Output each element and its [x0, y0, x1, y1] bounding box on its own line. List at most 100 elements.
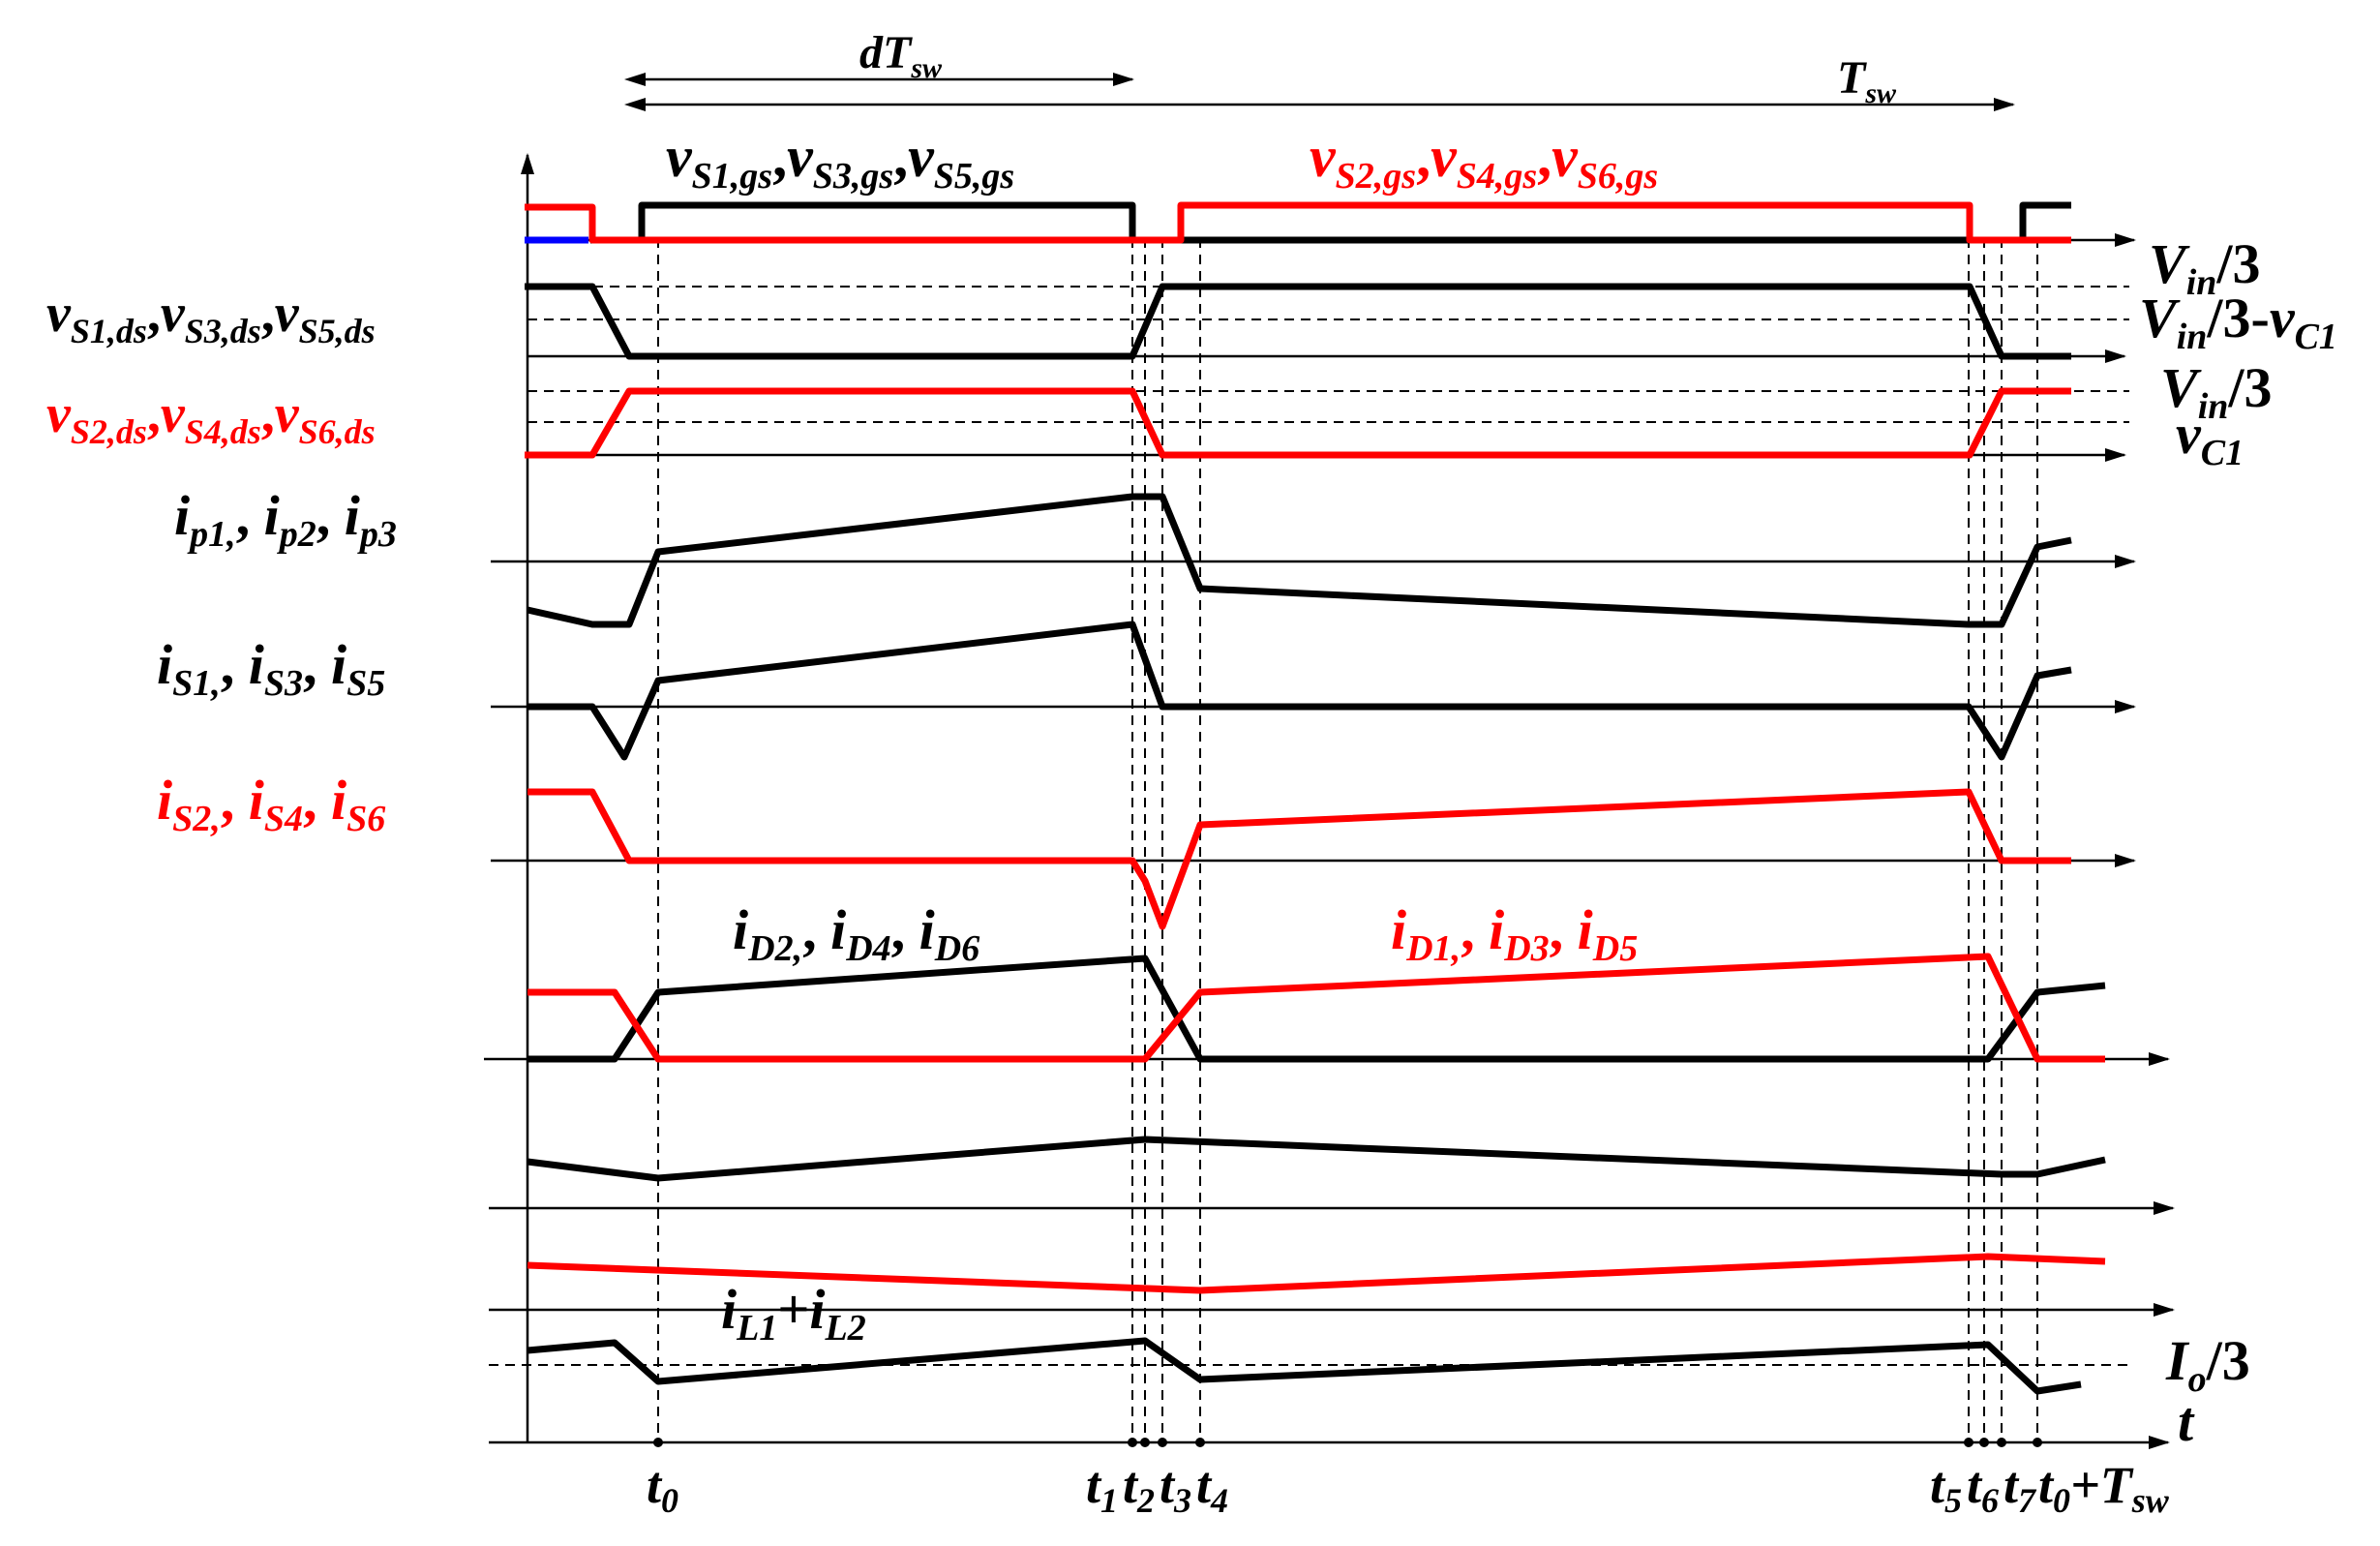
gate-even-2-v: v: [1552, 125, 1579, 189]
t1-label: t1: [1086, 1456, 1118, 1520]
id-even-0-s: D2,: [747, 928, 802, 969]
wave-is-even: [527, 788, 2071, 930]
is-even-label: iS2,, iS4, iS6: [157, 769, 385, 839]
vds-odd-1-v: v: [161, 284, 186, 344]
t7-label: t7: [2003, 1456, 2037, 1520]
vds-odd-0-s: S1,ds: [71, 312, 147, 350]
ip-2-s: p3: [357, 514, 397, 555]
vds-even-0-s: S2,ds: [71, 412, 147, 451]
wave-vgs-odd: [590, 201, 2071, 244]
wave-ip: [527, 493, 2072, 628]
vds-even-1-sep: ,: [261, 384, 275, 444]
dtsw-label: dTsw: [859, 27, 943, 84]
time-labels: t0 t1 t2 t3 t4 t5 t6 t7 t0+Tsw: [647, 1456, 2170, 1520]
id-odd-1-v: i: [1489, 898, 1504, 961]
gate-even-0-sep: ,: [1416, 125, 1431, 189]
ip-0-sep: ,: [236, 484, 264, 547]
time-dots: [653, 1438, 2042, 1447]
gate-even-0-v: v: [1310, 125, 1337, 189]
gate-odd-label: vS1,gs,vS3,gs,vS5,gs: [666, 125, 1014, 197]
gate-even-2-s: S6,gs: [1578, 156, 1658, 197]
dot-t5: [1964, 1438, 1973, 1447]
vin3-a-label: Vin/3: [2149, 232, 2261, 303]
gate-odd-0-sep: ,: [772, 125, 787, 189]
t-axis-label: t: [2178, 1390, 2195, 1453]
ip-label: ip1,, ip2, ip3: [174, 484, 397, 555]
gate-even-1-s: S4,gs: [1457, 156, 1537, 197]
wave-vds-odd: [525, 283, 2071, 360]
is-odd-0-sep: ,: [221, 633, 249, 696]
id-even-1-sep: ,: [891, 898, 919, 961]
id-odd-0-s: D1,: [1405, 928, 1461, 969]
is-even-2-s: S6: [346, 799, 385, 839]
vds-even-0-sep: ,: [147, 384, 161, 444]
dot-t2: [1140, 1438, 1150, 1447]
vds-even-2-s: S6,ds: [299, 412, 376, 451]
ip-0-s: p1,: [187, 514, 236, 555]
dot-t4: [1195, 1438, 1205, 1447]
gate-odd-0-s: S1,gs: [692, 156, 772, 197]
vds-odd-label: vS1,ds,vS3,ds,vS5,ds: [46, 284, 376, 350]
wave-is-odd: [527, 621, 2072, 761]
vds-odd-2-v: v: [275, 284, 300, 344]
is-odd-1-s: S3: [264, 663, 303, 704]
wave-vgs-even: [525, 201, 2071, 244]
is-even-1-v: i: [249, 769, 264, 832]
io3-label: Io/3: [2165, 1329, 2250, 1400]
vds-even-1-s: S4,ds: [185, 412, 261, 451]
is-even-0-sep: ,: [221, 769, 249, 832]
dot-t6: [1979, 1438, 1989, 1447]
reference-dashes: [489, 286, 2129, 1366]
gate-odd-2-s: S5,gs: [934, 156, 1014, 197]
gate-even-1-v: v: [1431, 125, 1458, 189]
is-even-1-sep: ,: [303, 769, 331, 832]
gate-odd-1-s: S3,gs: [813, 156, 893, 197]
id-odd-1-sep: ,: [1550, 898, 1578, 961]
id-even-0-sep: ,: [802, 898, 830, 961]
id-even-2-v: i: [919, 898, 935, 961]
id-odd-1-s: D3: [1503, 928, 1549, 969]
t3-label: t3: [1160, 1456, 1191, 1520]
vds-even-0-v: v: [46, 384, 72, 444]
vds-odd-1-s: S3,ds: [185, 312, 261, 350]
dot-t1: [1128, 1438, 1137, 1447]
gate-even-0-s: S2,gs: [1336, 156, 1416, 197]
gate-odd-2-v: v: [908, 125, 935, 189]
wave-id-odd: [527, 953, 2105, 1063]
id-odd-label: iD1,, iD3, iD5: [1391, 898, 1638, 969]
vds-even-1-v: v: [161, 384, 186, 444]
wave-il-sum: [527, 1337, 2082, 1395]
vds-odd-0-sep: ,: [147, 284, 161, 344]
is-even-2-v: i: [331, 769, 346, 832]
is-even-0-v: i: [157, 769, 172, 832]
is-odd-2-s: S5: [346, 663, 385, 704]
gate-odd-1-sep: ,: [893, 125, 908, 189]
is-odd-label: iS1,, iS3, iS5: [157, 633, 385, 704]
ip-1-v: i: [264, 484, 280, 547]
id-odd-2-v: i: [1578, 898, 1593, 961]
t5-label: t5: [1930, 1456, 1962, 1520]
vc1-label: vC1: [2176, 403, 2244, 473]
wave-il-lower: [527, 1253, 2106, 1294]
dot-t7: [1997, 1438, 2006, 1447]
t0-label: t0: [647, 1456, 678, 1520]
t0tsw-label: t0+Tsw: [2038, 1456, 2170, 1520]
ip-0-v: i: [174, 484, 190, 547]
t2-label: t2: [1123, 1456, 1155, 1520]
dot-t0tsw: [2033, 1438, 2042, 1447]
wave-vds-even: [525, 387, 2071, 459]
vin3-c1-label: Vin/3-vC1: [2139, 287, 2337, 357]
is-even-1-s: S4: [264, 799, 303, 839]
vds-even-2-v: v: [275, 384, 300, 444]
t6-label: t6: [1967, 1456, 1999, 1520]
is-odd-0-s: S1,: [172, 663, 221, 704]
vds-odd-1-sep: ,: [261, 284, 275, 344]
vin3-b-label: Vin/3: [2160, 356, 2273, 427]
is-even-0-s: S2,: [172, 799, 221, 839]
ip-1-sep: ,: [316, 484, 345, 547]
wave-id-even: [527, 955, 2106, 1063]
id-odd-0-v: i: [1391, 898, 1406, 961]
is-odd-1-sep: ,: [303, 633, 331, 696]
